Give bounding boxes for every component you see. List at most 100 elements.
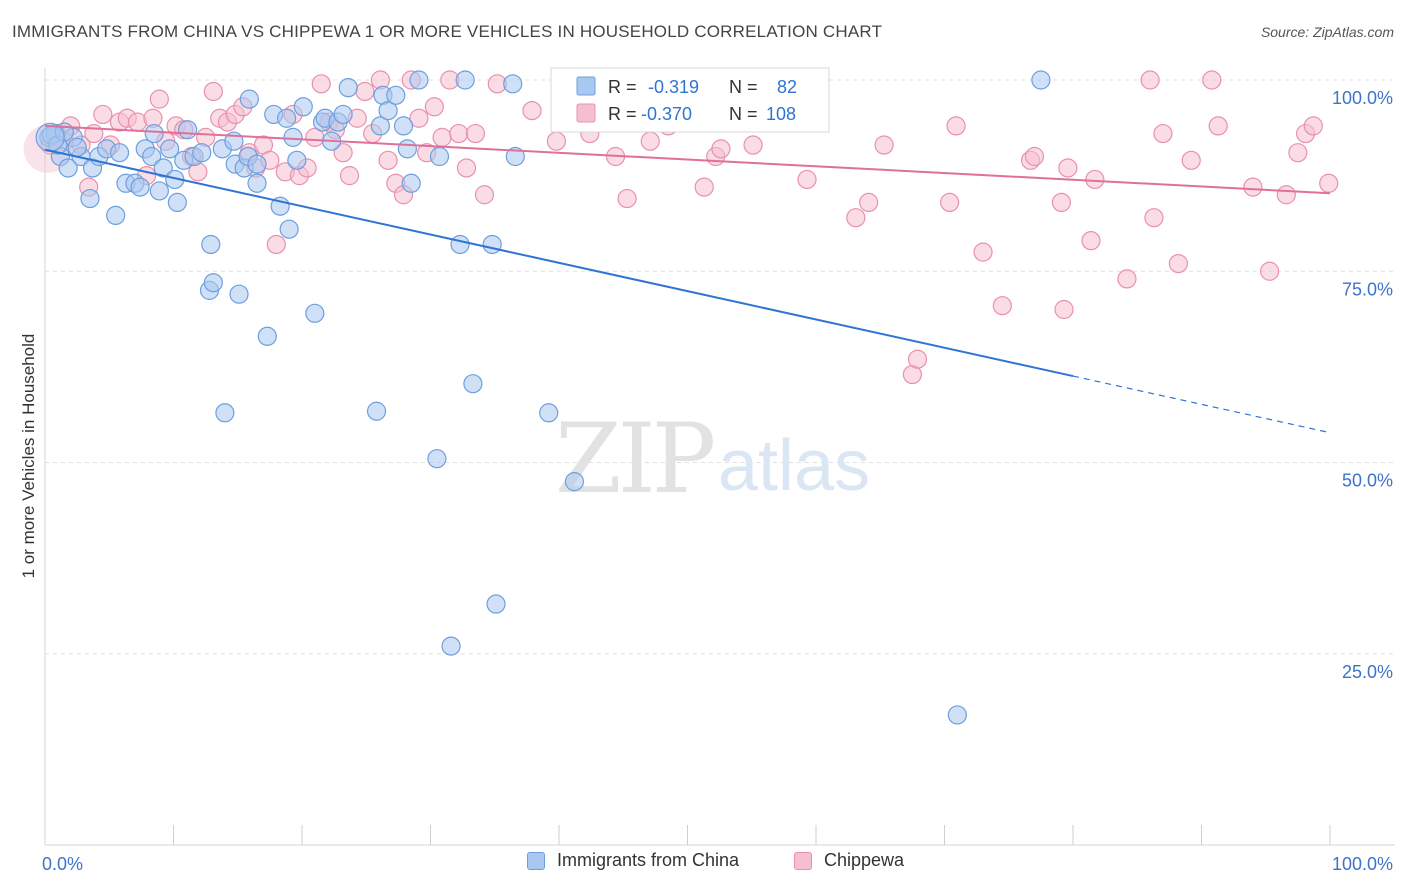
china-point bbox=[215, 403, 235, 423]
chippewa-point bbox=[378, 150, 398, 170]
china-point bbox=[178, 120, 198, 140]
china-point bbox=[441, 636, 461, 656]
chippewa-point bbox=[1140, 70, 1160, 90]
chippewa-point bbox=[465, 123, 486, 144]
chippewa-point bbox=[546, 131, 567, 151]
chippewa-point bbox=[1058, 158, 1078, 178]
china-point bbox=[58, 158, 78, 178]
china-point bbox=[80, 188, 100, 209]
chippewa-point bbox=[424, 97, 444, 117]
china-point bbox=[401, 173, 421, 193]
chippewa-point bbox=[149, 89, 169, 109]
chippewa-point bbox=[907, 349, 928, 369]
china-point bbox=[160, 139, 180, 159]
chippewa-point bbox=[333, 143, 353, 163]
chippewa-point bbox=[946, 116, 966, 136]
bottom-legend: Immigrants from China Chippewa bbox=[0, 850, 1406, 880]
stats-legend-n-label-china: N = bbox=[729, 77, 758, 97]
china-point bbox=[378, 100, 398, 121]
chippewa-point bbox=[1303, 116, 1323, 136]
y-tick-label: 25.0% bbox=[1342, 662, 1393, 682]
china-point bbox=[287, 150, 307, 170]
china-point bbox=[386, 85, 406, 105]
trend-layer bbox=[44, 124, 1331, 434]
chippewa-point bbox=[1208, 116, 1228, 136]
stats-legend-r-value-china: -0.319 bbox=[648, 77, 699, 97]
china-point bbox=[947, 705, 967, 725]
china-point bbox=[130, 177, 150, 197]
china-point bbox=[144, 123, 164, 144]
chippewa-point bbox=[522, 100, 542, 121]
chippewa-point bbox=[874, 135, 894, 155]
stats-legend-box bbox=[550, 67, 830, 133]
china-point bbox=[482, 234, 502, 255]
stats-legend-swatch-china bbox=[576, 76, 596, 96]
stats-legend-r-label-chippewa: R = bbox=[608, 104, 637, 124]
china-point bbox=[305, 303, 325, 323]
chippewa-point bbox=[1024, 146, 1045, 167]
china-point bbox=[247, 173, 267, 193]
stats-legend-n-value-china: 82 bbox=[777, 77, 797, 97]
watermark-zip: ZIP bbox=[555, 403, 714, 515]
chippewa-point bbox=[93, 104, 113, 125]
legend-swatch-chippewa bbox=[794, 851, 812, 870]
chippewa-point bbox=[409, 108, 429, 128]
y-tick-label: 50.0% bbox=[1342, 471, 1393, 491]
stats-legend-swatch-chippewa bbox=[576, 103, 596, 123]
china-point bbox=[455, 70, 475, 90]
chippewa-point bbox=[973, 242, 993, 262]
chippewa-point bbox=[355, 81, 375, 102]
china-points bbox=[35, 70, 1051, 725]
chippewa-point bbox=[859, 192, 879, 212]
china-point bbox=[338, 78, 358, 98]
china-trend-line bbox=[44, 148, 1074, 378]
chippewa-point bbox=[1319, 173, 1339, 193]
chippewa-point bbox=[711, 139, 731, 159]
axis-layer bbox=[44, 68, 1395, 846]
china-point bbox=[539, 403, 559, 423]
stats-legend: R = -0.319 N = 82 R = -0.370 N = 108 bbox=[550, 67, 830, 133]
china-point bbox=[409, 70, 429, 90]
chart-source: Source: ZipAtlas.com bbox=[1260, 24, 1394, 40]
tick-label-layer: 25.0% 50.0% 75.0% 100.0% 0.0% 100.0% bbox=[42, 88, 1393, 874]
china-point bbox=[106, 205, 126, 226]
china-point bbox=[503, 74, 523, 94]
china-point bbox=[167, 192, 187, 212]
y-tick-label: 75.0% bbox=[1342, 279, 1393, 299]
china-point bbox=[149, 181, 169, 201]
chippewa-point bbox=[1085, 169, 1105, 190]
x-tick-label: 0.0% bbox=[42, 854, 83, 874]
legend-item-china[interactable]: Immigrants from China bbox=[527, 850, 739, 871]
chippewa-point bbox=[1243, 177, 1263, 197]
chippewa-point bbox=[743, 135, 763, 155]
china-point bbox=[486, 594, 506, 614]
china-point bbox=[293, 97, 313, 117]
chippewa-point bbox=[456, 158, 477, 178]
chippewa-point bbox=[1288, 143, 1308, 163]
china-point bbox=[279, 219, 299, 239]
china-point bbox=[333, 104, 353, 125]
chippewa-point bbox=[432, 127, 452, 147]
chippewa-point bbox=[1144, 208, 1164, 228]
chippewa-point bbox=[1202, 70, 1222, 90]
chippewa-point bbox=[311, 74, 331, 94]
chippewa-point bbox=[1168, 254, 1188, 274]
legend-swatch-china bbox=[527, 851, 545, 870]
stats-legend-n-value-chippewa: 108 bbox=[766, 104, 796, 124]
china-point bbox=[153, 158, 173, 178]
chippewa-point bbox=[940, 192, 960, 212]
y-axis-label: 1 or more Vehicles in Household bbox=[19, 334, 38, 579]
legend-item-chippewa[interactable]: Chippewa bbox=[794, 850, 904, 871]
chippewa-point bbox=[846, 208, 866, 228]
china-point bbox=[247, 154, 267, 174]
watermark: ZIP atlas bbox=[555, 403, 870, 515]
china-point bbox=[370, 116, 390, 136]
stats-legend-r-label-china: R = bbox=[608, 77, 637, 97]
china-point bbox=[109, 143, 130, 163]
china-point bbox=[427, 449, 447, 469]
china-point bbox=[564, 472, 585, 492]
stats-legend-r-value-chippewa: -0.370 bbox=[641, 104, 692, 124]
china-point bbox=[276, 108, 297, 128]
china-point bbox=[463, 374, 483, 394]
